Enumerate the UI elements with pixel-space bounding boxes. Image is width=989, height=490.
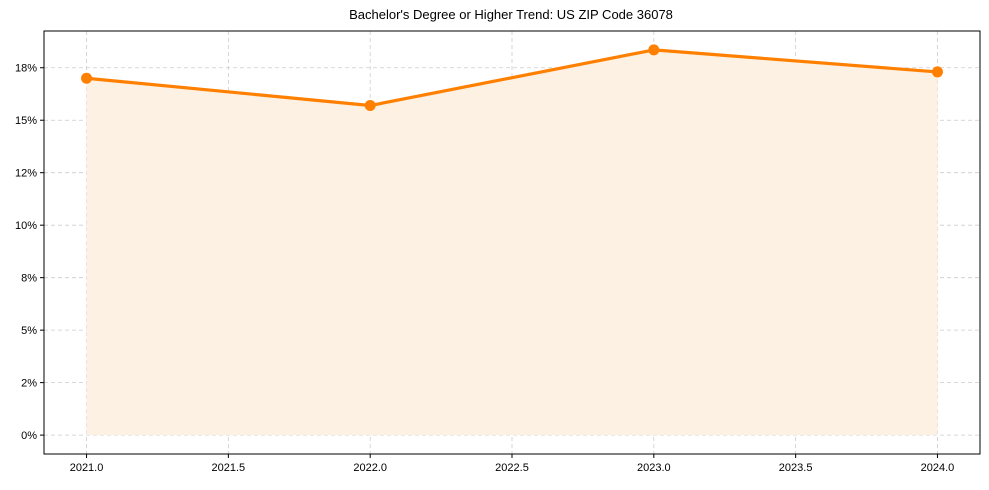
y-tick-label: 2%	[21, 378, 37, 390]
y-tick-label: 12%	[15, 168, 37, 180]
x-tick-label: 2022.0	[353, 462, 387, 474]
chart-title: Bachelor's Degree or Higher Trend: US ZI…	[349, 7, 673, 22]
x-tick-label: 2023.0	[637, 462, 671, 474]
y-tick-label: 0%	[21, 430, 37, 442]
y-tick-label: 8%	[21, 273, 37, 285]
data-point	[931, 66, 943, 78]
y-tick-label: 5%	[21, 325, 37, 337]
y-tick-label: 15%	[15, 115, 37, 127]
data-point	[648, 44, 660, 56]
x-tick-label: 2024.0	[921, 462, 955, 474]
x-tick-label: 2021.5	[212, 462, 246, 474]
y-tick-label: 10%	[15, 220, 37, 232]
x-tick-label: 2021.0	[70, 462, 104, 474]
data-line	[86, 48, 938, 108]
x-tick-label: 2023.5	[779, 462, 813, 474]
area-fill	[86, 49, 938, 436]
data-point	[81, 72, 93, 84]
x-tick-label: 2022.5	[495, 462, 529, 474]
data-point	[364, 100, 376, 112]
y-tick-label: 18%	[15, 63, 37, 75]
